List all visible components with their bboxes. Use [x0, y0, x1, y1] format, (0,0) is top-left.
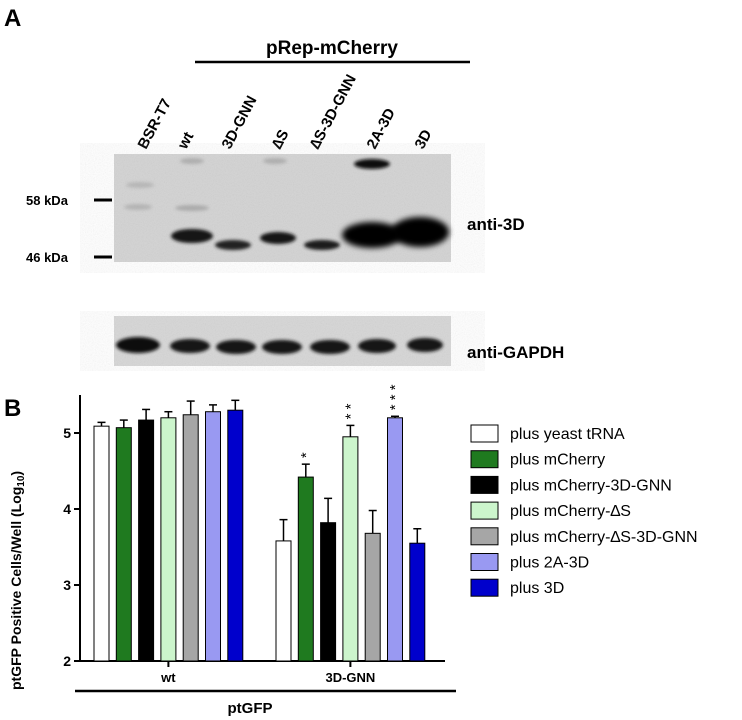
lane-label-wt: wt: [174, 129, 197, 153]
bar: [115, 427, 132, 662]
legend-label: plus yeast tRNA: [510, 426, 625, 443]
blot-label-anti-3d: anti-3D: [467, 215, 525, 234]
lane-label-delta-s: ∆S: [269, 127, 293, 152]
bar: [364, 532, 381, 662]
legend-label: plus mCherry: [510, 452, 605, 469]
x-tick-label: 3D-GNN: [325, 670, 375, 685]
panel-b-label: B: [4, 395, 21, 422]
significance-mark: *: [298, 452, 315, 458]
legend-label: plus mCherry-∆S-3D-GNN: [510, 529, 698, 546]
legend-swatch: [470, 578, 499, 597]
legend-swatch: [470, 475, 499, 494]
legend-swatch: [470, 424, 499, 443]
significance-mark: *: [387, 384, 404, 390]
bar-chart: 2 3 4 5 wt 3D-GNN * * * * * *: [63, 384, 445, 685]
bar: [297, 476, 314, 662]
significance-mark: *: [387, 394, 404, 400]
y-axis-label: ptGFP Positive Cells/Well (Log10): [8, 471, 27, 690]
legend-label: plus mCherry-∆S: [510, 503, 631, 520]
legend-swatch: [470, 450, 499, 469]
bar: [227, 409, 244, 662]
lane-label-3d: 3D: [412, 127, 436, 152]
blot-anti-gapdh: [114, 316, 451, 366]
lane-label-2a-3d: 2A-3D: [364, 105, 399, 151]
marker-label-46: 46 kDa: [26, 250, 69, 265]
significance-mark: *: [342, 413, 359, 419]
lane-label-3d-gnn: 3D-GNN: [219, 93, 261, 152]
legend-label: plus 3D: [510, 580, 564, 597]
lane-labels: BSR-T7 wt 3D-GNN ∆S ∆S-3D-GNN 2A-3D 3D: [135, 72, 436, 153]
y-tick-label: 5: [63, 425, 71, 441]
bar: [205, 411, 221, 662]
bar: [275, 540, 292, 662]
panel-a-label: A: [4, 5, 21, 32]
significance-mark: *: [342, 403, 359, 409]
bar: [182, 414, 199, 662]
group-header: ptGFP: [228, 700, 273, 717]
legend-label: plus mCherry-3D-GNN: [510, 477, 672, 494]
legend-swatch: [470, 527, 499, 546]
lane-label-bsr-t7: BSR-T7: [135, 96, 175, 152]
bar: [93, 425, 110, 662]
construct-header: pRep-mCherry: [266, 38, 398, 59]
legend-swatch: [470, 501, 499, 520]
lane-label-delta-s-3d-gnn: ∆S-3D-GNN: [307, 72, 360, 152]
y-tick-label: 4: [63, 501, 71, 517]
bar: [342, 436, 359, 662]
y-tick-label: 3: [63, 577, 71, 593]
bar: [320, 522, 337, 662]
blot-label-anti-gapdh: anti-GAPDH: [467, 343, 564, 362]
significance-mark: *: [387, 404, 404, 410]
legend-swatch: [470, 553, 499, 571]
y-tick-label: 2: [63, 653, 71, 669]
bar: [387, 417, 403, 662]
legend-label: plus 2A-3D: [510, 555, 589, 572]
marker-label-58: 58 kDa: [26, 193, 69, 208]
bar: [160, 417, 177, 662]
blot-anti-3d: [114, 154, 451, 262]
legend: plus yeast tRNA plus mCherry plus mCherry-…: [470, 424, 698, 597]
x-tick-label: wt: [160, 670, 176, 685]
bar: [138, 419, 155, 662]
bar: [409, 542, 426, 662]
